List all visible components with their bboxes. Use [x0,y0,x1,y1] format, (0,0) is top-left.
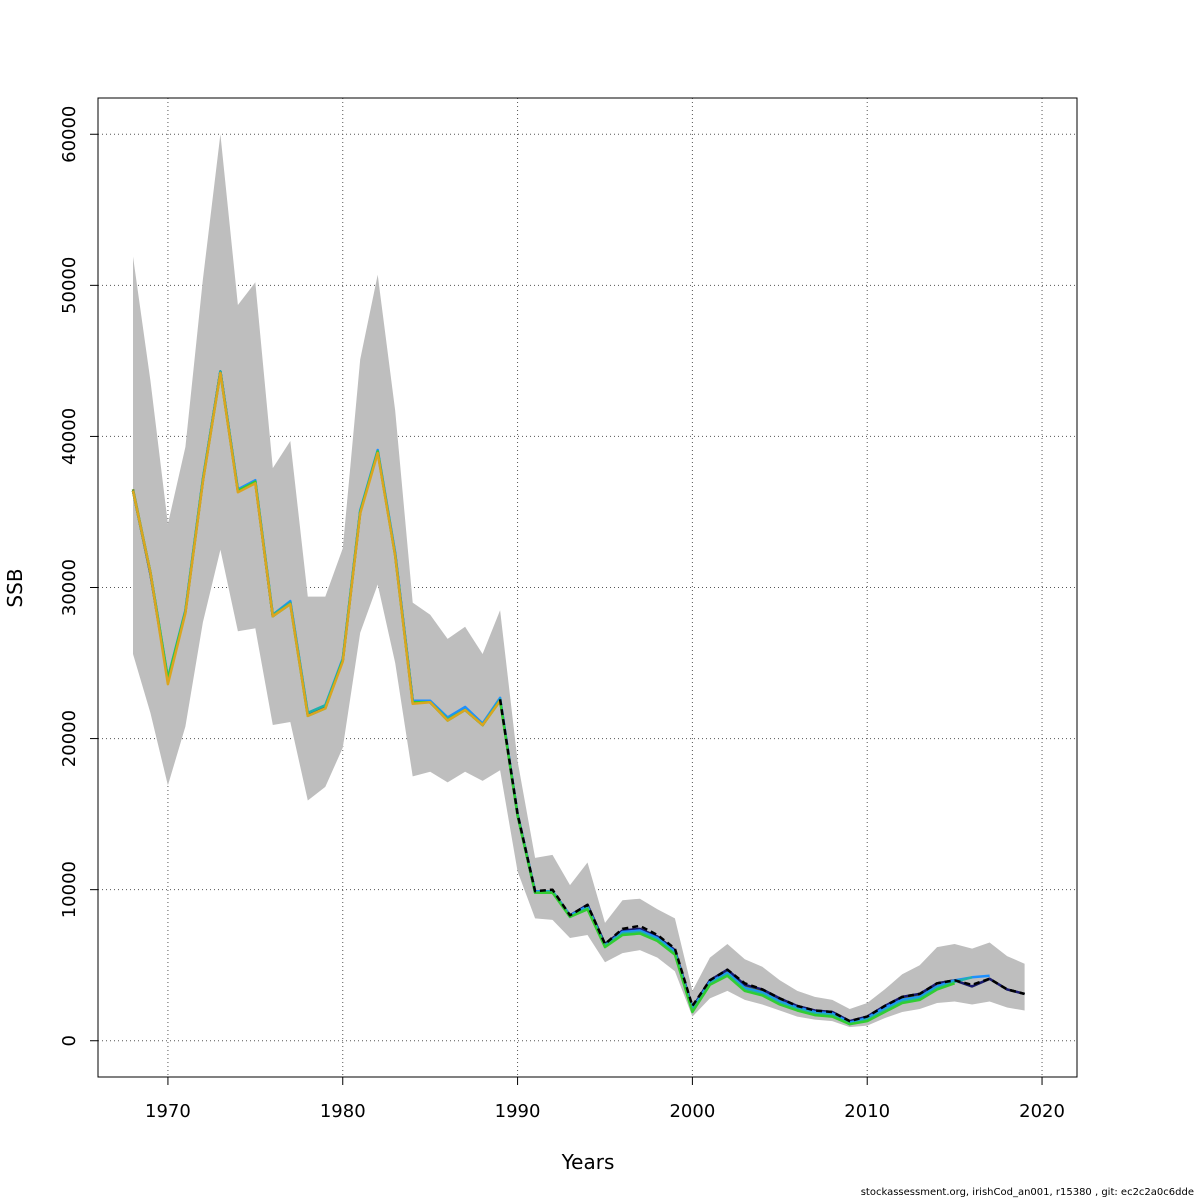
x-axis: 1970 1980 1990 2000 2010 2020 [145,1077,1065,1122]
x-tick-label-4: 2010 [844,1101,890,1122]
series-lines [131,370,1025,1026]
y-tick-label-5: 50000 [59,257,80,314]
y-axis-title: SSB [3,568,27,607]
y-tick-label-3: 30000 [59,559,80,616]
y-tick-label-2: 20000 [59,710,80,767]
series-line-6 [498,699,1025,1023]
footer-credit: stockassessment.org, irishCod_an001, r15… [860,1187,1194,1198]
x-tick-label-0: 1970 [145,1101,191,1122]
y-tick-label-6: 60000 [59,106,80,163]
x-tick-label-2: 1990 [495,1101,541,1122]
x-tick-label-3: 2000 [669,1101,715,1122]
y-tick-label-1: 10000 [59,861,80,918]
confidence-band [133,134,1025,1028]
y-tick-label-0: 0 [59,1035,80,1046]
x-axis-title: Years [561,1150,615,1174]
y-tick-label-4: 40000 [59,408,80,465]
y-axis: 0 10000 20000 30000 40000 50000 60000 [59,106,98,1046]
x-tick-label-5: 2020 [1019,1101,1065,1122]
x-tick-label-1: 1980 [320,1101,366,1122]
series-line-5 [131,371,502,727]
